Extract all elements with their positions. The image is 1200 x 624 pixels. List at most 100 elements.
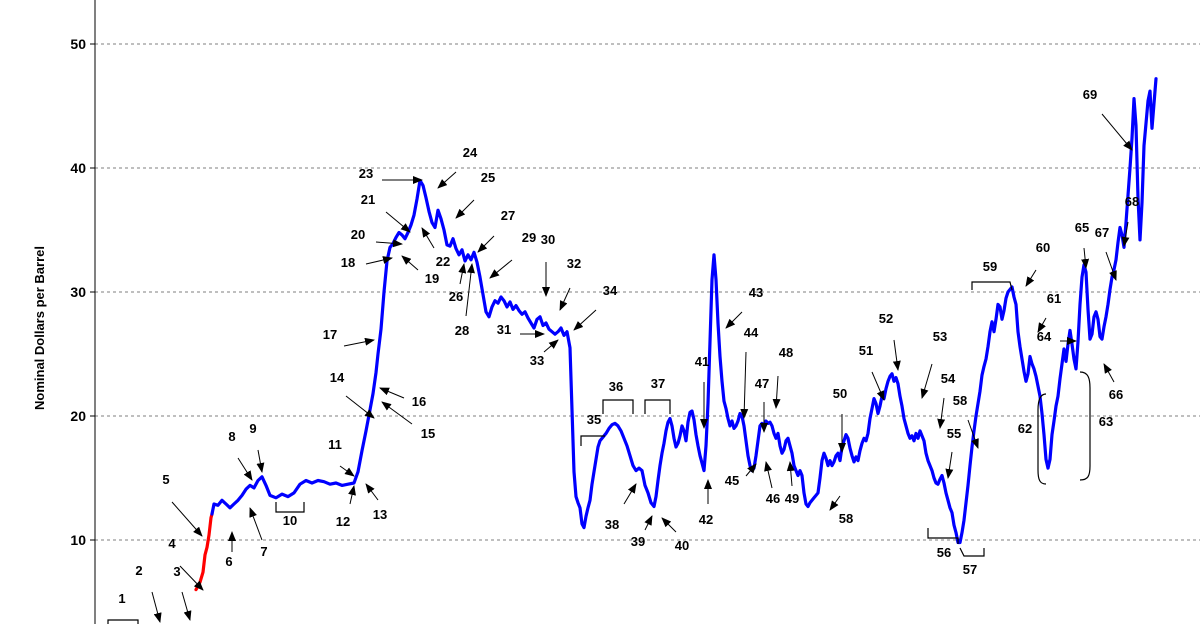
annotation-arrow-9 bbox=[256, 449, 265, 473]
bracket-35 bbox=[580, 435, 605, 446]
annotation-label-13: 13 bbox=[373, 507, 387, 522]
annotation-arrow-28 bbox=[465, 263, 475, 317]
annotation-arrow-38 bbox=[623, 483, 637, 505]
annotation-label-21: 21 bbox=[361, 192, 375, 207]
series-line-1 bbox=[210, 77, 1158, 545]
annotation-label-15: 15 bbox=[421, 426, 435, 441]
annotation-label-6: 6 bbox=[225, 554, 232, 569]
bracket-59 bbox=[971, 281, 1013, 291]
annotation-arrow-33 bbox=[543, 339, 559, 353]
annotation-label-44: 44 bbox=[744, 325, 759, 340]
annotation-label-62: 62 bbox=[1018, 421, 1032, 436]
annotation-label-63: 63 bbox=[1099, 414, 1113, 429]
annotation-arrow-51 bbox=[871, 371, 885, 401]
annotation-label-51: 51 bbox=[859, 343, 873, 358]
annotation-label-42: 42 bbox=[699, 512, 713, 527]
annotation-arrow-20 bbox=[375, 239, 403, 248]
annotation-arrow-5 bbox=[171, 501, 203, 537]
annotation-arrow-24 bbox=[437, 171, 457, 189]
annotation-label-53: 53 bbox=[933, 329, 947, 344]
annotation-arrow-12 bbox=[348, 485, 356, 505]
annotation-arrow-29 bbox=[489, 259, 513, 279]
y-tick-label-40: 40 bbox=[70, 160, 86, 176]
annotation-arrow-27 bbox=[477, 235, 495, 253]
annotation-arrow-48 bbox=[772, 375, 781, 409]
bracket-57 bbox=[959, 547, 985, 557]
annotation-label-1: 1 bbox=[118, 591, 125, 606]
annotation-label-29: 29 bbox=[522, 230, 536, 245]
y-tick-label-30: 30 bbox=[70, 284, 86, 300]
annotation-arrow-3 bbox=[181, 591, 192, 621]
y-axis-ticks: 10 20 30 40 50 bbox=[70, 36, 95, 548]
annotation-label-69: 69 bbox=[1083, 87, 1097, 102]
annotation-label-11: 11 bbox=[328, 437, 342, 452]
annotation-label-39: 39 bbox=[631, 534, 645, 549]
annotation-label-3: 3 bbox=[173, 564, 180, 579]
annotation-arrow-19 bbox=[401, 255, 419, 271]
annotation-label-7: 7 bbox=[260, 544, 267, 559]
series-line-0 bbox=[194, 512, 214, 592]
annotation-label-43: 43 bbox=[749, 285, 763, 300]
grid-lines bbox=[95, 43, 1200, 541]
annotation-label-8: 8 bbox=[228, 429, 235, 444]
annotation-label-56: 56 bbox=[937, 545, 951, 560]
annotation-arrow-43 bbox=[725, 311, 743, 329]
annotation-label-66: 66 bbox=[1109, 387, 1123, 402]
annotation-label-2: 2 bbox=[135, 563, 142, 578]
annotation-label-58: 58 bbox=[839, 511, 853, 526]
annotation-arrow-40 bbox=[661, 517, 677, 533]
annotation-arrow-18 bbox=[365, 256, 393, 265]
annotation-label-57: 57 bbox=[963, 562, 977, 577]
annotation-label-22: 22 bbox=[436, 254, 450, 269]
annotation-label-58: 58 bbox=[953, 393, 967, 408]
y-axis-label: Nominal Dollars per Barrel bbox=[32, 246, 47, 410]
annotation-label-5: 5 bbox=[162, 472, 169, 487]
bracket-56 bbox=[927, 528, 959, 544]
annotation-label-59: 59 bbox=[983, 259, 997, 274]
annotation-label-20: 20 bbox=[351, 227, 365, 242]
annotation-arrow-55 bbox=[945, 451, 954, 479]
annotation-label-28: 28 bbox=[455, 323, 469, 338]
annotation-label-34: 34 bbox=[603, 283, 618, 298]
y-tick-label-20: 20 bbox=[70, 408, 86, 424]
annotation-arrow-66 bbox=[1103, 363, 1115, 383]
annotation-arrow-16 bbox=[379, 387, 405, 399]
annotation-label-33: 33 bbox=[530, 353, 544, 368]
annotation-label-17: 17 bbox=[323, 327, 337, 342]
annotation-arrow-68 bbox=[1121, 221, 1130, 247]
annotation-label-46: 46 bbox=[766, 491, 780, 506]
annotation-label-10: 10 bbox=[283, 513, 297, 528]
annotation-label-23: 23 bbox=[359, 166, 373, 181]
annotation-arrow-32 bbox=[559, 287, 571, 311]
annotation-label-41: 41 bbox=[695, 354, 709, 369]
annotation-label-68: 68 bbox=[1125, 194, 1139, 209]
annotation-arrow-4 bbox=[179, 565, 204, 591]
annotation-arrow-7 bbox=[249, 507, 263, 541]
bracket-62 bbox=[1037, 393, 1047, 485]
annotation-arrow-39 bbox=[644, 515, 653, 531]
annotation-arrow-49 bbox=[786, 461, 795, 487]
annotation-label-54: 54 bbox=[941, 371, 956, 386]
annotation-arrow-11 bbox=[339, 465, 355, 477]
y-tick-label-50: 50 bbox=[70, 36, 86, 52]
annotation-arrow-44 bbox=[740, 351, 749, 419]
annotation-label-16: 16 bbox=[412, 394, 426, 409]
annotation-label-9: 9 bbox=[249, 421, 256, 436]
period-brackets bbox=[107, 281, 1091, 624]
annotation-label-38: 38 bbox=[605, 517, 619, 532]
annotation-label-49: 49 bbox=[785, 491, 799, 506]
price-series bbox=[194, 77, 1158, 592]
annotation-arrow-2 bbox=[151, 591, 162, 623]
y-tick-label-10: 10 bbox=[70, 532, 86, 548]
annotation-label-50: 50 bbox=[833, 386, 847, 401]
annotation-arrow-61 bbox=[1037, 317, 1047, 333]
annotation-label-45: 45 bbox=[725, 473, 739, 488]
annotation-arrow-45 bbox=[745, 463, 757, 477]
annotation-label-64: 64 bbox=[1037, 329, 1052, 344]
annotation-label-19: 19 bbox=[425, 271, 439, 286]
annotation-arrow-46 bbox=[764, 461, 773, 489]
annotation-label-36: 36 bbox=[609, 379, 623, 394]
annotation-arrow-14 bbox=[345, 395, 375, 419]
